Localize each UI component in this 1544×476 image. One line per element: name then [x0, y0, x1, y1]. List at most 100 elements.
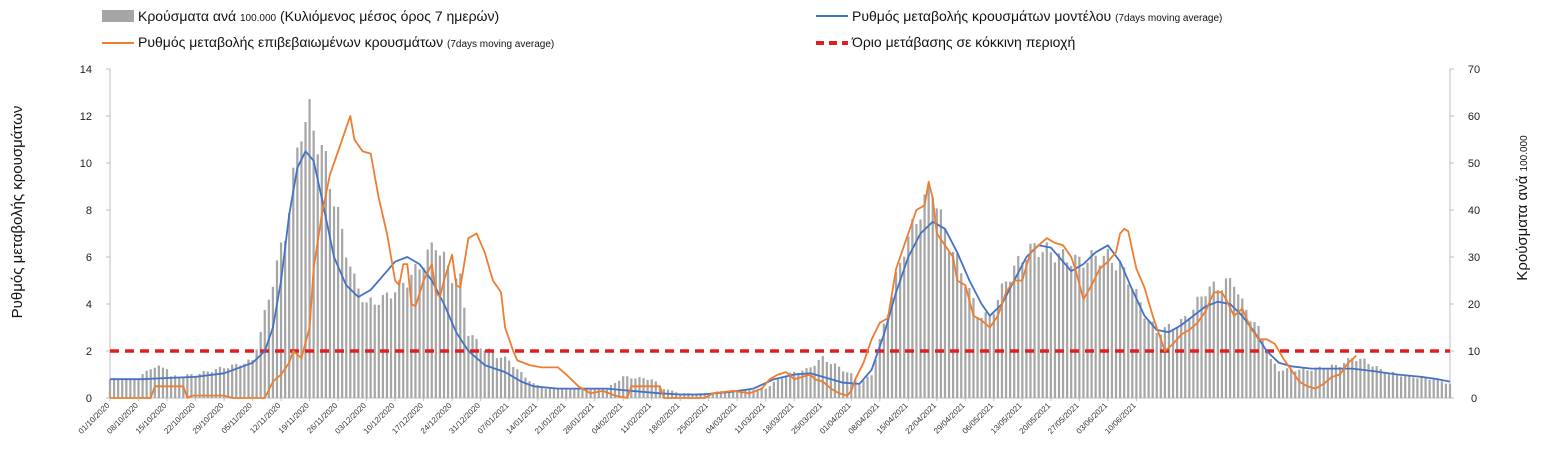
bar: [540, 387, 543, 398]
bar: [1318, 366, 1321, 398]
bar: [1000, 283, 1004, 398]
bar: [442, 251, 446, 398]
bar: [1257, 325, 1260, 398]
bar: [793, 371, 796, 398]
bar: [1216, 290, 1219, 398]
bar: [907, 236, 910, 398]
bar: [369, 297, 372, 398]
bar: [178, 376, 181, 398]
bar: [353, 273, 356, 398]
bar: [919, 219, 922, 398]
bar: [809, 367, 812, 398]
bar: [1086, 262, 1089, 398]
bar: [1192, 309, 1195, 398]
bar: [744, 389, 747, 398]
bar: [1363, 358, 1366, 398]
bar: [565, 388, 568, 398]
bar: [308, 99, 311, 398]
bar: [1147, 319, 1150, 398]
left-tick-label: 14: [80, 64, 92, 76]
bar: [1004, 281, 1008, 398]
bar: [149, 369, 152, 398]
left-tick-label: 0: [86, 393, 92, 405]
bar: [886, 315, 890, 398]
bar: [1424, 377, 1427, 398]
bar: [434, 250, 437, 398]
bar: [121, 380, 124, 398]
bar: [536, 385, 539, 398]
bar: [475, 338, 478, 398]
bar: [198, 373, 201, 398]
bar: [1351, 358, 1354, 398]
bar: [349, 266, 352, 398]
bar: [732, 390, 735, 398]
bar: [357, 288, 360, 398]
bar: [675, 392, 678, 398]
bar: [915, 224, 918, 398]
bar: [943, 229, 947, 398]
right-tick-label: 50: [1468, 158, 1480, 170]
bar: [214, 369, 218, 398]
bar: [1273, 363, 1276, 398]
bar: [727, 390, 731, 398]
bar: [361, 302, 364, 398]
bar: [552, 388, 556, 398]
bar: [1151, 321, 1154, 398]
bar: [1379, 368, 1382, 398]
bar: [1408, 375, 1411, 398]
bar: [842, 371, 845, 398]
bar: [247, 359, 250, 398]
bar: [398, 280, 401, 398]
bar: [1404, 375, 1407, 398]
bar: [805, 368, 808, 398]
bar: [222, 368, 226, 398]
bar: [960, 273, 963, 398]
bar: [1090, 250, 1093, 398]
bar: [1057, 253, 1061, 398]
bar: [1220, 290, 1224, 398]
left-tick-label: 6: [86, 252, 92, 264]
bar: [577, 388, 580, 398]
bar: [581, 388, 584, 398]
bar: [1432, 379, 1435, 398]
bar: [1070, 265, 1073, 398]
bar: [658, 385, 661, 398]
bar: [1131, 288, 1134, 398]
bar: [117, 379, 120, 398]
bar: [1196, 296, 1199, 398]
x-ticks: 01/10/202008/10/202015/10/202022/10/2020…: [77, 398, 1138, 436]
bar: [1330, 364, 1333, 398]
bar: [556, 389, 560, 398]
bar: [927, 186, 930, 398]
bar: [133, 379, 136, 398]
bar: [972, 298, 975, 398]
bar: [145, 370, 148, 398]
bar: [947, 252, 951, 398]
bar: [988, 316, 991, 398]
bar: [231, 364, 234, 398]
bar: [320, 145, 323, 398]
bar: [1383, 372, 1386, 398]
bar: [1249, 321, 1252, 398]
bar: [683, 393, 686, 398]
bar: [601, 389, 604, 398]
bar: [503, 356, 507, 398]
bar: [410, 274, 413, 398]
bar: [345, 257, 348, 398]
bar: [768, 386, 771, 398]
right-tick-label: 10: [1468, 346, 1480, 358]
bar: [1436, 379, 1439, 398]
bar: [275, 260, 279, 398]
bar: [1188, 318, 1191, 398]
bar: [829, 364, 833, 398]
bar: [279, 242, 283, 398]
bar: [288, 212, 291, 398]
bar: [923, 194, 926, 398]
bar: [1066, 262, 1069, 398]
bar: [251, 359, 254, 398]
bar: [870, 375, 873, 398]
bar: [341, 228, 344, 398]
bar: [1184, 316, 1187, 398]
bar: [512, 367, 515, 398]
bar: [210, 372, 213, 398]
